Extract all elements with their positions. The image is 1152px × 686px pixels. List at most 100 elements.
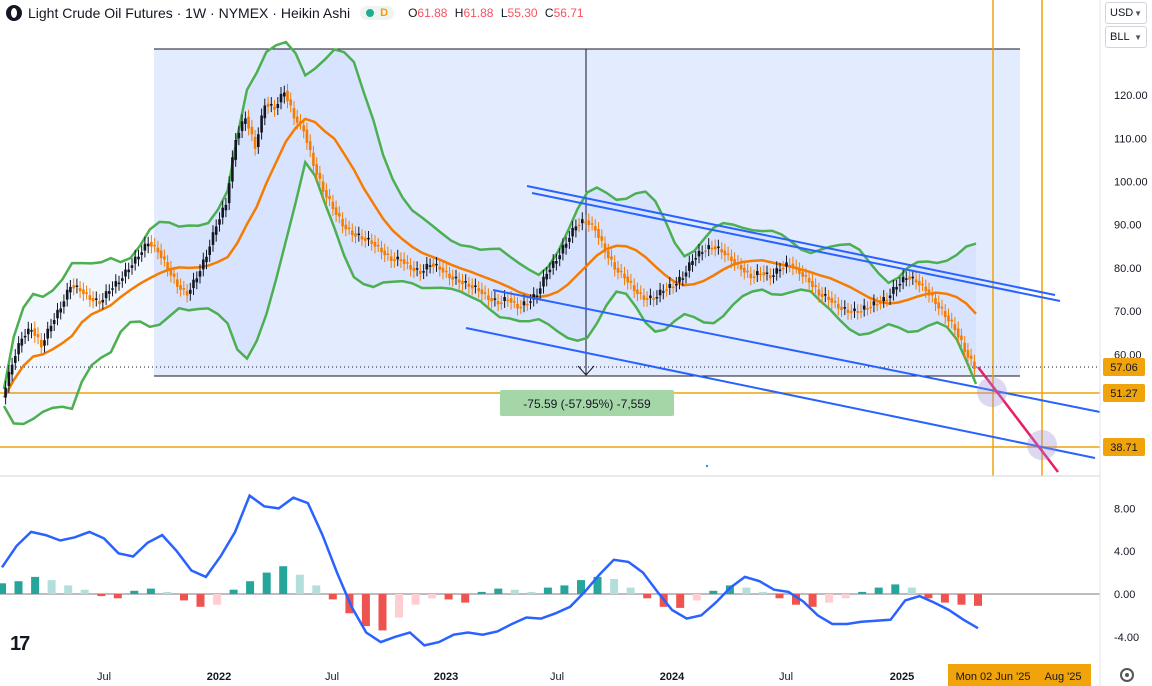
- macd-line[interactable]: [0, 493, 979, 647]
- candle-body: [739, 265, 743, 270]
- candle-body: [52, 320, 56, 324]
- trendline-upper-2[interactable]: [531, 192, 1061, 302]
- candle-body: [710, 247, 714, 250]
- candle-body: [344, 224, 348, 230]
- candle-body: [182, 288, 186, 290]
- candle-body: [480, 289, 484, 295]
- time-tick-label: Jul: [325, 671, 339, 683]
- candle-body: [726, 253, 730, 255]
- target-circle-2[interactable]: [1027, 430, 1057, 460]
- candle-body: [953, 324, 957, 331]
- target-circle-1[interactable]: [977, 377, 1007, 407]
- price-tick-label: 100.00: [1114, 176, 1148, 188]
- candle-body: [798, 269, 801, 274]
- macd-histogram-bar: [246, 581, 255, 594]
- bollinger-fill: [4, 42, 976, 424]
- candle-body: [321, 181, 325, 192]
- measure-box[interactable]: [154, 49, 1020, 376]
- macd-histogram-bar: [395, 594, 403, 618]
- candle-body: [765, 272, 769, 274]
- bollinger-lower[interactable]: [2, 159, 978, 426]
- candle-body: [943, 311, 947, 318]
- time-marker-label-1: Mon 02 Jun '25: [956, 671, 1031, 683]
- candle-body: [571, 227, 574, 237]
- candle-body: [389, 256, 393, 261]
- candle-body: [859, 311, 863, 313]
- measure-arrow-head: [577, 365, 595, 376]
- candle-body: [386, 253, 390, 255]
- candle-body: [931, 293, 934, 296]
- macd-histogram-bar: [444, 594, 453, 600]
- price-tick-label: 80.00: [1114, 263, 1142, 275]
- candle-body: [62, 301, 66, 307]
- bollinger-upper[interactable]: [2, 40, 977, 390]
- candle-body: [72, 285, 75, 289]
- candle-body: [814, 285, 817, 287]
- chevron-down-icon: ▼: [1134, 8, 1142, 18]
- candle-body: [548, 269, 552, 273]
- candle-body: [104, 291, 108, 299]
- candle-body: [185, 290, 189, 296]
- candle-body: [432, 263, 435, 267]
- currency-select[interactable]: USD ▼: [1105, 2, 1147, 24]
- bollinger-basis[interactable]: [2, 117, 977, 399]
- candle-body: [231, 157, 234, 182]
- candle-body: [470, 285, 474, 289]
- market-status-badge[interactable]: D: [360, 6, 395, 20]
- candle-body: [376, 244, 380, 247]
- candle-body: [276, 104, 280, 108]
- candle-body: [564, 243, 568, 248]
- price-tick-label: 90.00: [1114, 220, 1142, 232]
- candle-body: [581, 219, 584, 224]
- projection-line[interactable]: [977, 366, 1059, 473]
- candle-body: [522, 301, 526, 306]
- candle-body: [425, 263, 429, 270]
- candle-body: [448, 273, 451, 279]
- candle-body: [133, 256, 137, 264]
- symbol-title[interactable]: Light Crude Oil Futures · 1W · NYMEX · H…: [28, 5, 351, 21]
- macd-histogram-bar: [378, 594, 387, 631]
- macd-histogram-bar: [957, 594, 966, 605]
- candle-body: [111, 288, 114, 290]
- candle-body: [545, 273, 548, 280]
- candle-body: [969, 355, 973, 359]
- candle-body: [772, 275, 775, 277]
- candle-body: [65, 289, 69, 300]
- candle-body: [853, 308, 856, 312]
- candle-body: [179, 285, 182, 290]
- level-tag-2: [1103, 438, 1145, 456]
- macd-histogram-bar: [163, 591, 172, 594]
- macd-histogram-bar: [808, 594, 817, 607]
- trendline-lower[interactable]: [465, 327, 1096, 459]
- candle-body: [762, 272, 766, 276]
- candle-body: [746, 270, 749, 273]
- macd-histogram-bar: [295, 574, 304, 594]
- candle-body: [675, 284, 678, 286]
- unit-select[interactable]: BLL ▼: [1105, 26, 1147, 48]
- candle-body: [279, 93, 283, 103]
- candle-body: [318, 172, 322, 179]
- candle-body: [464, 281, 467, 283]
- macd-histogram-bar: [411, 594, 420, 605]
- candle-body: [794, 266, 798, 268]
- macd-histogram-bar: [146, 588, 155, 594]
- candle-body: [406, 262, 409, 264]
- candle-body: [655, 297, 659, 299]
- candle-body: [833, 301, 837, 303]
- candle-body: [752, 276, 756, 278]
- trendline-mid[interactable]: [492, 289, 1101, 413]
- candle-body: [360, 236, 364, 240]
- macd-histogram-bar: [841, 594, 850, 599]
- trendline-upper-1[interactable]: [526, 185, 1056, 296]
- tradingview-logo-icon[interactable]: 17: [10, 633, 30, 655]
- candle-body: [43, 340, 46, 346]
- macd-histogram-bar: [742, 587, 751, 594]
- candle-body: [817, 289, 821, 296]
- macd-histogram-bar: [262, 572, 271, 594]
- settings-icon[interactable]: [1120, 668, 1134, 682]
- price-tick-label: 110.00: [1114, 133, 1147, 145]
- macd-tick-label: -4.00: [1114, 632, 1139, 644]
- time-tick-label: 2023: [434, 671, 458, 683]
- candle-body: [616, 267, 620, 273]
